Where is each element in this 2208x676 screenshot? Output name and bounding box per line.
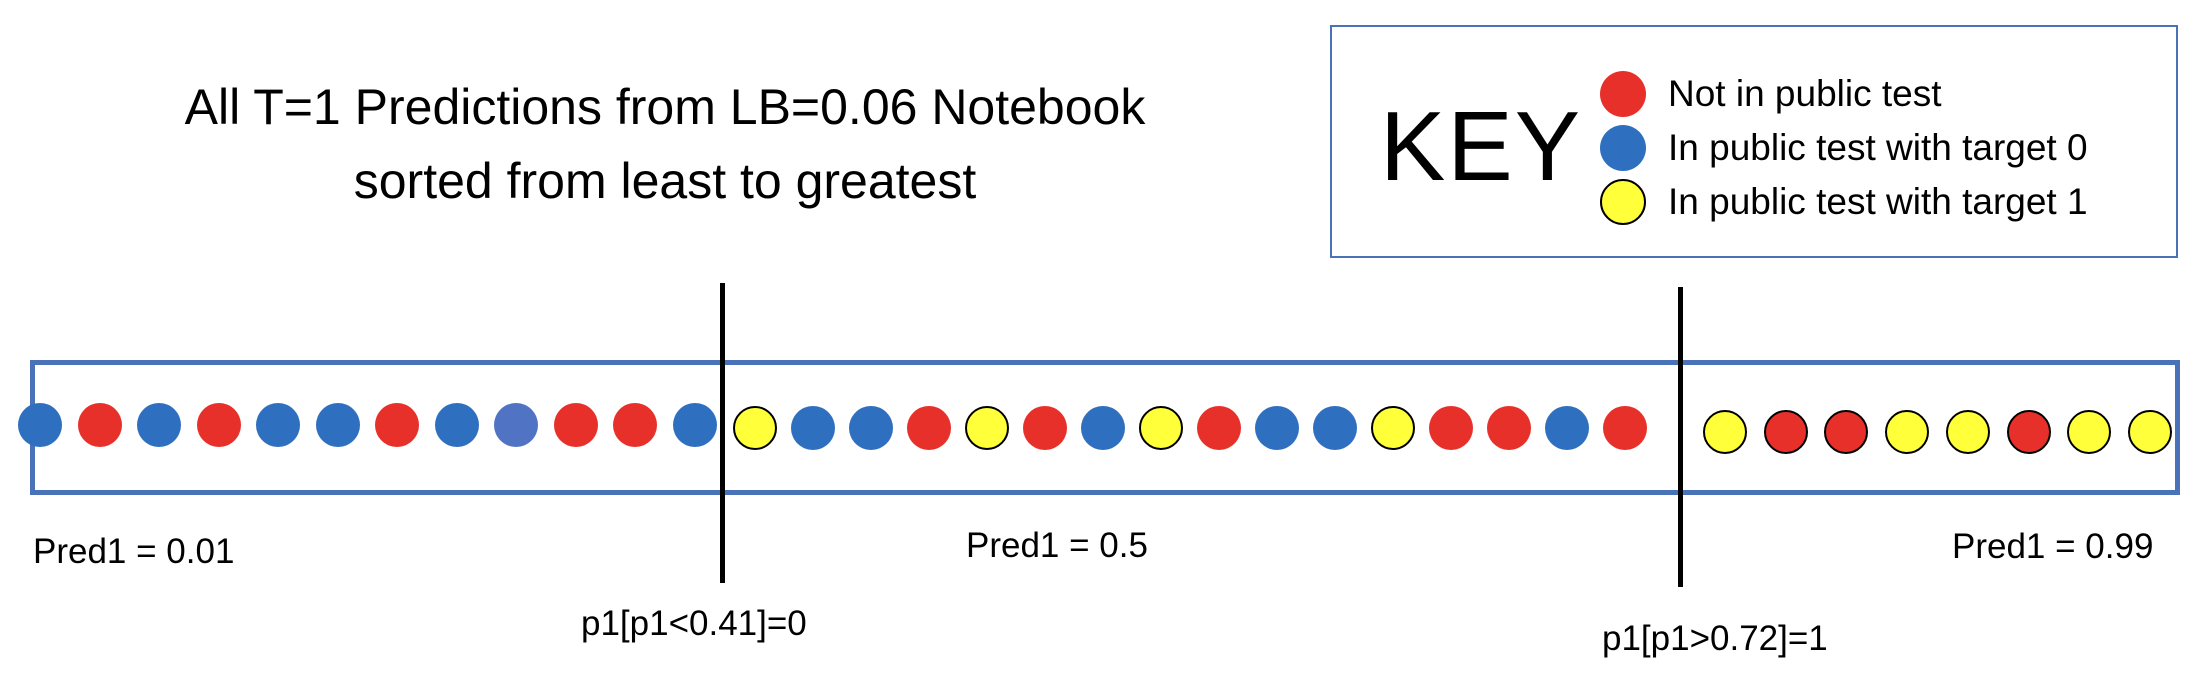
prediction-dot-red bbox=[1603, 406, 1647, 450]
title-line-2: sorted from least to greatest bbox=[353, 153, 977, 209]
key-legend: KEY Not in public test In public test wi… bbox=[1330, 25, 2178, 258]
prediction-dot-blue bbox=[18, 403, 62, 447]
prediction-dot-yellow bbox=[1703, 410, 1747, 454]
prediction-dot-blue bbox=[673, 403, 717, 447]
key-entry-label: In public test with target 0 bbox=[1668, 127, 2088, 168]
key-entry-label: Not in public test bbox=[1668, 73, 1942, 114]
prediction-dot-red-outlined bbox=[2006, 410, 2051, 454]
prediction-dot-red-outlined bbox=[1824, 410, 1869, 454]
prediction-dot-blue bbox=[1081, 406, 1125, 450]
title-line-1: All T=1 Predictions from LB=0.06 Noteboo… bbox=[184, 79, 1146, 135]
prediction-dot-red bbox=[375, 403, 420, 447]
prediction-dot-red bbox=[907, 406, 951, 450]
prediction-dot-blue bbox=[1313, 406, 1357, 450]
prediction-dot-red bbox=[1197, 406, 1241, 450]
pred-low-label: Pred1 = 0.01 bbox=[33, 532, 235, 571]
prediction-dot-red bbox=[1487, 406, 1531, 450]
prediction-dot-yellow bbox=[733, 406, 777, 450]
prediction-dot-blue-alt bbox=[494, 403, 539, 447]
prediction-dot-blue bbox=[1255, 406, 1299, 450]
prediction-dot-red-outlined bbox=[1763, 410, 1808, 454]
prediction-dot-yellow bbox=[1885, 410, 1930, 454]
threshold-line-high bbox=[1678, 287, 1683, 587]
prediction-dot-red bbox=[613, 403, 658, 447]
threshold-low-label: p1[p1<0.41]=0 bbox=[581, 604, 807, 643]
pred-high-label: Pred1 = 0.99 bbox=[1952, 527, 2154, 566]
prediction-dot-red bbox=[196, 403, 241, 447]
blue-dot-icon bbox=[1600, 125, 1646, 171]
prediction-dot-blue bbox=[315, 403, 360, 447]
prediction-dot-yellow bbox=[2067, 410, 2112, 454]
prediction-dot-blue bbox=[137, 403, 182, 447]
prediction-dot-yellow bbox=[1139, 406, 1183, 450]
red-dot-icon bbox=[1600, 71, 1646, 117]
threshold-line-low bbox=[720, 283, 725, 583]
yellow-dot-icon bbox=[1600, 179, 1646, 225]
prediction-dot-yellow bbox=[965, 406, 1009, 450]
prediction-dot-yellow bbox=[1945, 410, 1990, 454]
key-entry-label: In public test with target 1 bbox=[1668, 181, 2088, 222]
diagram-title: All T=1 Predictions from LB=0.06 Noteboo… bbox=[110, 70, 1220, 218]
threshold-high-label: p1[p1>0.72]=1 bbox=[1602, 619, 1828, 658]
prediction-dot-red bbox=[77, 403, 122, 447]
prediction-dot-red bbox=[553, 403, 598, 447]
key-heading: KEY bbox=[1380, 91, 1583, 201]
prediction-dot-red bbox=[1023, 406, 1067, 450]
prediction-timeline bbox=[18, 360, 2180, 495]
prediction-dot-blue bbox=[791, 406, 835, 450]
prediction-dot-blue bbox=[1545, 406, 1589, 450]
prediction-dot-blue bbox=[434, 403, 479, 447]
prediction-dot-blue bbox=[256, 403, 301, 447]
prediction-dot-blue bbox=[849, 406, 893, 450]
prediction-dot-yellow bbox=[2128, 410, 2172, 454]
prediction-dot-red bbox=[1429, 406, 1473, 450]
pred-mid-label: Pred1 = 0.5 bbox=[966, 526, 1148, 565]
prediction-dot-yellow bbox=[1371, 406, 1415, 450]
